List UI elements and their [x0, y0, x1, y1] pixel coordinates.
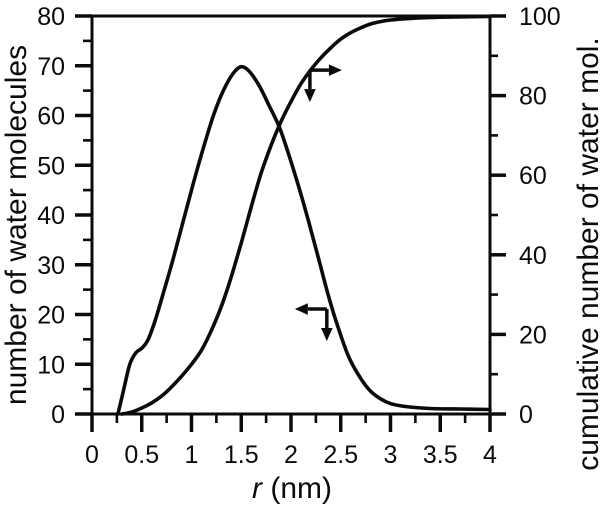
y-left-tick-label: 10 [37, 351, 65, 379]
y-axis-right-label: cumulative number of water mol. [572, 37, 605, 471]
y-left-tick-label: 40 [37, 202, 65, 230]
series-number-curve [116, 64, 492, 416]
x-tick-label: 3.5 [423, 441, 458, 469]
y-left-tick-label: 20 [37, 302, 65, 330]
y-right-tick-label: 40 [519, 242, 547, 270]
x-tick-label: 0.5 [124, 441, 159, 469]
x-axis-label-unit: (nm) [262, 472, 332, 505]
y-right-tick-label: 20 [519, 321, 547, 349]
x-tick-label: 4 [483, 441, 497, 469]
y-axis-left-label: number of water molecules [0, 44, 33, 406]
x-tick-label: 3 [384, 441, 398, 469]
y-left-tick-label: 0 [51, 401, 65, 429]
y-right-tick-label: 80 [519, 83, 547, 111]
y-left-tick-label: 30 [37, 252, 65, 280]
x-tick-label: 2.5 [323, 441, 358, 469]
x-axis-label: r (nm) [252, 474, 332, 504]
y-left-tick-label: 50 [37, 152, 65, 180]
y-right-tick-label: 100 [519, 3, 561, 31]
arrowhead-down-icon [304, 89, 316, 103]
y-left-tick-label: 80 [37, 3, 65, 31]
x-tick-label: 1.5 [224, 441, 259, 469]
plot-frame [90, 14, 492, 416]
series-cumulative-curve [120, 14, 492, 416]
arrowhead-right-icon [328, 64, 342, 76]
y-right-tick-label: 60 [519, 162, 547, 190]
x-tick-label: 0 [85, 441, 99, 469]
arrowhead-left-icon [294, 303, 308, 315]
x-tick-label: 2 [284, 441, 298, 469]
x-axis-label-symbol: r [252, 472, 262, 505]
y-right-tick-label: 0 [519, 401, 533, 429]
y-left-tick-label: 70 [37, 53, 65, 81]
arrowhead-down-icon [321, 328, 333, 342]
x-tick-label: 1 [185, 441, 199, 469]
y-left-tick-label: 60 [37, 103, 65, 131]
